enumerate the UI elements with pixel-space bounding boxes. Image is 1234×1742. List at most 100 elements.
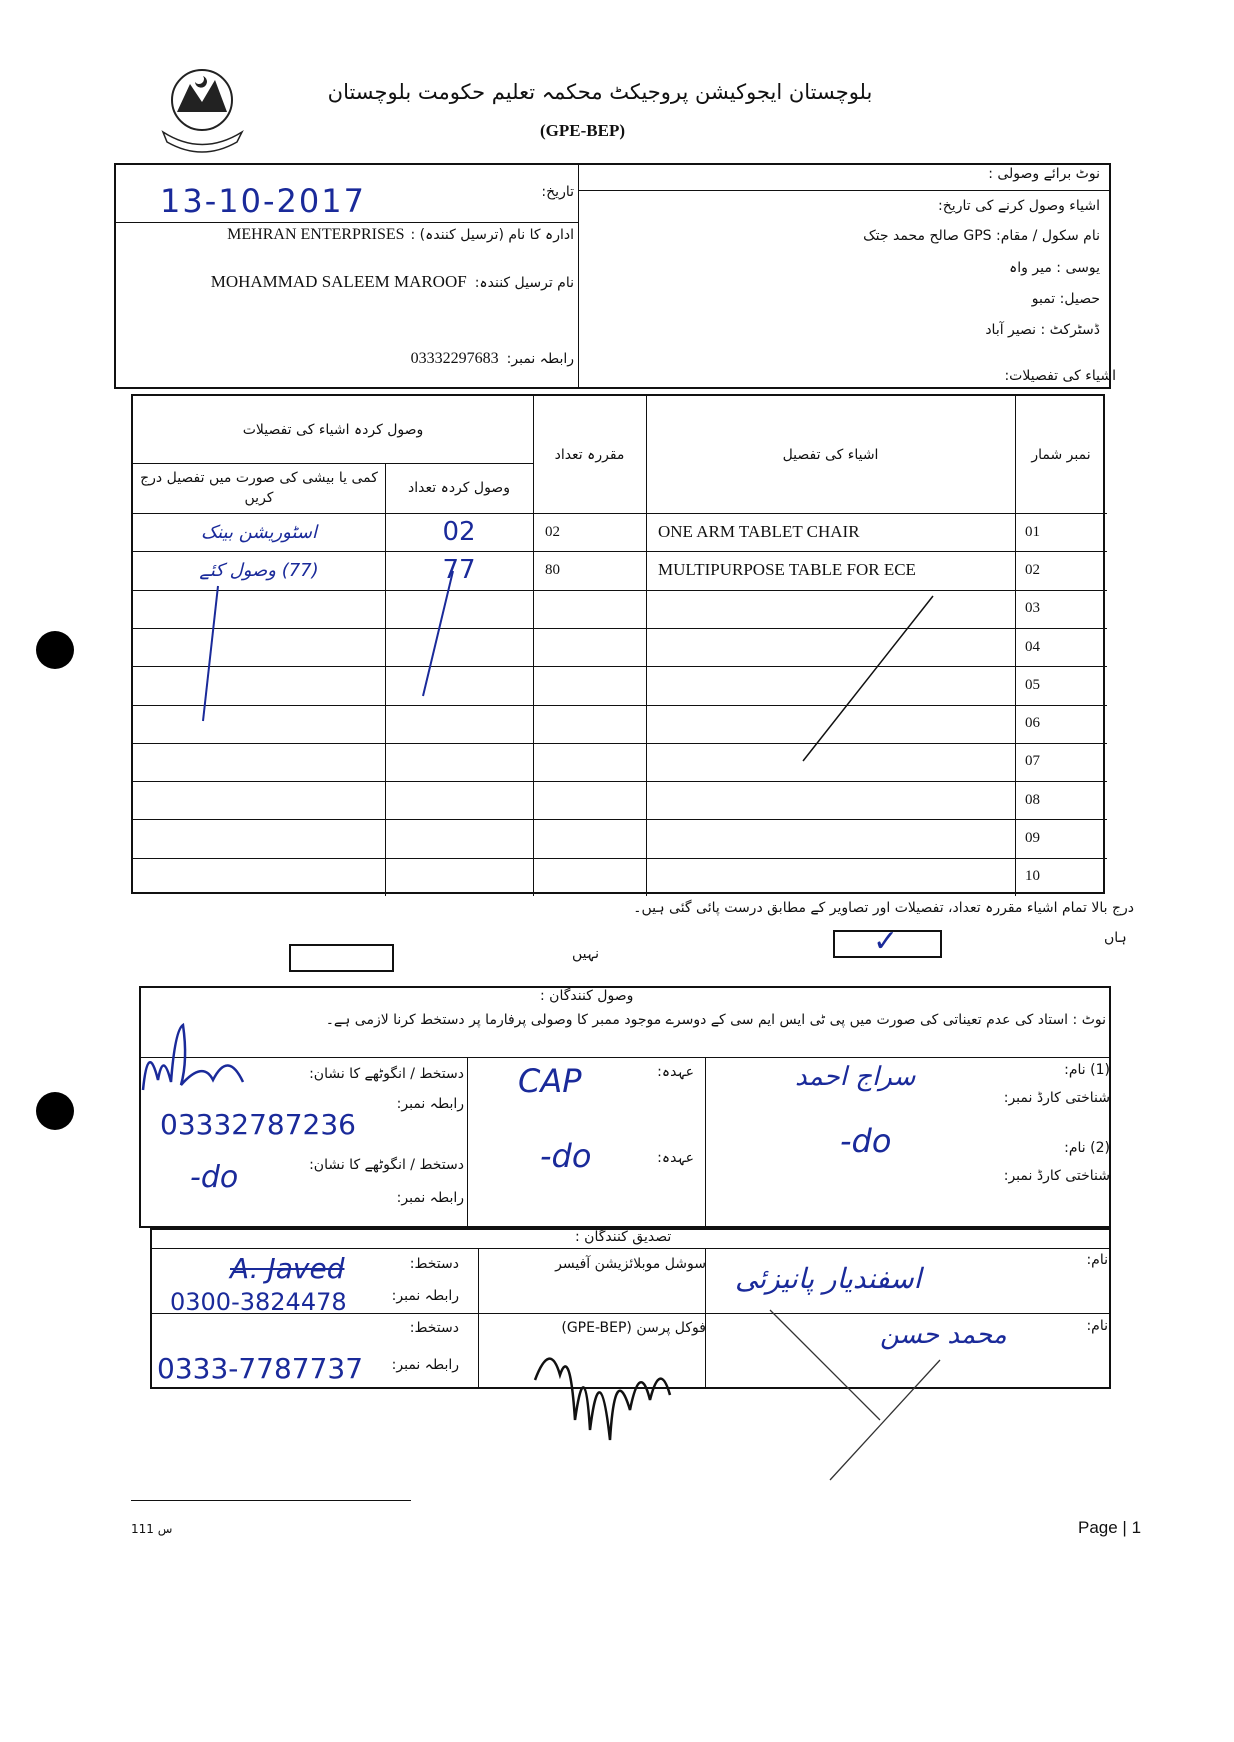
verifier2-contact-value: 0333-7787737 xyxy=(157,1352,364,1385)
header-description: اشیاء کی تفصیل xyxy=(782,446,879,463)
note-for-receipt-label: نوٹ برائے وصولی : xyxy=(988,166,1100,182)
row-required-qty: 80 xyxy=(545,561,560,578)
row-description: MULTIPURPOSE TABLE FOR ECE xyxy=(658,560,916,580)
school-label: نام سکول / مقام: xyxy=(996,228,1100,244)
row-description xyxy=(646,666,1015,704)
diagonal-strike-line xyxy=(760,1300,960,1505)
confirmation-statement: درج بالا تمام اشیاء مقررہ تعداد، تفصیلات… xyxy=(633,900,1134,916)
tehsil-field: حصیل: تمبو xyxy=(1032,291,1100,307)
items-table: نمبر شمار اشیاء کی تفصیل مقررہ تعداد وصول ک… xyxy=(131,394,1107,896)
verifier2-signature-label: دستخط: xyxy=(409,1320,459,1336)
receivers-section xyxy=(139,986,1111,1228)
row-serial: 09 xyxy=(1025,830,1040,847)
row-description xyxy=(646,590,1015,628)
receiver1-name-label: (1) نام: xyxy=(1064,1062,1110,1078)
receivers-note: نوٹ : استاد کی عدم تعیناتی کی صورت میں پ… xyxy=(325,1012,1106,1028)
district-label: ڈسٹرکٹ : xyxy=(1040,322,1101,338)
row-required-qty xyxy=(533,590,646,628)
verifier2-name-value: محمد حسن xyxy=(880,1320,1007,1350)
document-title: بلوچستان ایجوکیشن پروجیکٹ محکمہ تعلیم حک… xyxy=(327,80,873,104)
punch-hole xyxy=(36,631,74,669)
row-remarks xyxy=(133,819,385,857)
row-description: ONE ARM TABLET CHAIR xyxy=(658,522,860,542)
receive-date-label: اشیاء وصول کرنے کی تاریخ: xyxy=(938,198,1100,214)
punch-hole xyxy=(36,1092,74,1130)
tehsil-label: حصیل: xyxy=(1059,291,1100,307)
contact-field: رابطہ نمبر: 03332297683 xyxy=(411,350,574,368)
row-remarks: اسٹوریشن بینک xyxy=(201,521,317,543)
receiver2-contact-label: رابطہ نمبر: xyxy=(396,1190,464,1206)
row-required-qty xyxy=(533,781,646,819)
page-number: Page | 1 xyxy=(1078,1518,1142,1537)
receiver2-designation-value: -do xyxy=(540,1137,592,1175)
row-received-qty xyxy=(385,666,533,704)
date-value: 13-10-2017 xyxy=(160,182,366,220)
district-field: ڈسٹرکٹ : نصیر آباد xyxy=(985,322,1100,338)
row-serial: 03 xyxy=(1025,600,1040,617)
row-serial: 08 xyxy=(1025,791,1040,808)
no-label: نہیں xyxy=(572,946,599,962)
verifier1-signature-label: دستخط: xyxy=(409,1256,459,1272)
contact-value: 03332297683 xyxy=(410,350,499,367)
row-description xyxy=(646,858,1015,896)
sender-label: نام ترسیل کنندہ: xyxy=(474,275,574,291)
row-received-qty xyxy=(385,590,533,628)
company-field: ادارہ کا نام (ترسیل کنندہ) : MEHRAN ENTE… xyxy=(227,226,574,244)
row-received-qty xyxy=(385,743,533,781)
receiver1-signature-label: دستخط / انگوٹھے کا نشان: xyxy=(309,1066,464,1082)
header-required-qty: مقررہ تعداد xyxy=(554,446,625,463)
verifiers-section xyxy=(150,1228,1111,1389)
footnote-divider xyxy=(131,1500,411,1501)
verifier1-name-value: اسفندیار پانیزئی xyxy=(735,1262,922,1295)
company-label: ادارہ کا نام (ترسیل کنندہ) : xyxy=(410,227,574,243)
sender-field: نام ترسیل کنندہ: MOHAMMAD SALEEM MAROOF xyxy=(211,272,574,292)
receiver1-designation-label: عہدہ: xyxy=(657,1064,694,1080)
tehsil-value: تمبو xyxy=(1031,291,1056,307)
row-received-qty xyxy=(385,628,533,666)
government-emblem-logo xyxy=(155,62,250,154)
row-received-qty xyxy=(385,781,533,819)
row-description xyxy=(646,819,1015,857)
row-required-qty xyxy=(533,858,646,896)
verifier2-role: فوکل پرسن (GPE-BEP) xyxy=(561,1320,706,1336)
header-received-qty: وصول کردہ تعداد xyxy=(408,480,510,496)
row-remarks: (77) وصول کئے xyxy=(199,559,319,581)
row-serial: 06 xyxy=(1025,715,1040,732)
row-serial: 05 xyxy=(1025,676,1040,693)
yes-checkbox[interactable]: ✓ xyxy=(833,924,942,959)
receipt-info-table xyxy=(114,163,1111,389)
receiver2-signature-value: -do xyxy=(190,1160,239,1195)
verifier1-name-label: نام: xyxy=(1086,1252,1108,1268)
row-description xyxy=(646,743,1015,781)
items-heading: اشیاء کی تفصیلات: xyxy=(1004,368,1116,384)
row-remarks xyxy=(133,666,385,704)
row-serial: 02 xyxy=(1025,561,1040,578)
row-description xyxy=(646,705,1015,743)
document-subtitle: (GPE-BEP) xyxy=(540,121,625,140)
check-mark-icon: ✓ xyxy=(873,924,899,959)
uc-label: یوسی : xyxy=(1056,260,1100,276)
row-remarks xyxy=(133,858,385,896)
row-remarks xyxy=(133,628,385,666)
receiver1-contact-value: 03332787236 xyxy=(160,1108,356,1141)
receiver1-cnic-label: شناختی کارڈ نمبر: xyxy=(1003,1090,1110,1106)
row-remarks xyxy=(133,781,385,819)
school-field: نام سکول / مقام: GPS صالح محمد جتک xyxy=(863,228,1100,244)
row-serial: 01 xyxy=(1025,523,1040,540)
verifier1-contact-value: 0300-3824478 xyxy=(170,1288,347,1316)
receivers-title: وصول کنندگان : xyxy=(540,988,634,1004)
uc-value: میر واہ xyxy=(1009,260,1052,276)
row-received-qty: 02 xyxy=(442,517,476,548)
verifier1-signature-value: A. Javed xyxy=(230,1252,345,1285)
header-remarks: کمی یا بیشی کی صورت میں تفصیل درج کریں xyxy=(140,470,378,506)
school-value: GPS صالح محمد جتک xyxy=(863,228,992,244)
header-serial: نمبر شمار xyxy=(1031,446,1091,463)
no-checkbox[interactable] xyxy=(289,944,394,972)
header-received-group: وصول کردہ اشیاء کی تفصیلات xyxy=(242,421,424,438)
row-required-qty xyxy=(533,666,646,704)
receiver2-designation-label: عہدہ: xyxy=(657,1150,694,1166)
row-description xyxy=(646,781,1015,819)
uc-field: یوسی : میر واہ xyxy=(1009,260,1100,276)
contact-label: رابطہ نمبر: xyxy=(506,351,574,367)
row-received-qty xyxy=(385,858,533,896)
